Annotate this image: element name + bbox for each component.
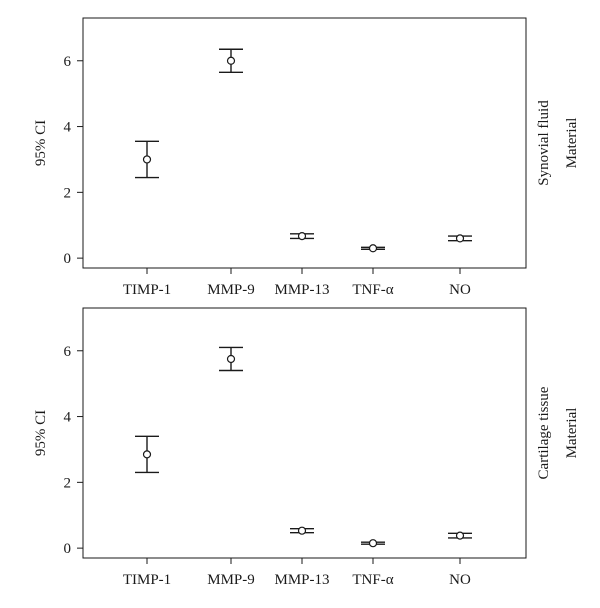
ci-marks (135, 48, 472, 253)
x-tick-label: TIMP-1 (123, 572, 171, 588)
mean-point (142, 450, 152, 459)
x-tick-label: MMP-13 (274, 572, 329, 588)
ci-interval (361, 244, 385, 253)
y-tick-label: 0 (64, 541, 72, 557)
facet-label-primary: Synovial fluid (536, 100, 552, 186)
y-tick-label: 4 (64, 410, 72, 426)
mean-point (455, 234, 465, 243)
y-axis-ticks: 0 2 4 6 (64, 344, 83, 557)
y-axis-title: 95% CI (33, 120, 49, 166)
x-tick-label: MMP-9 (207, 572, 255, 588)
mean-point (297, 526, 307, 535)
panel-frame (82, 17, 527, 269)
ci-interval (290, 526, 314, 535)
y-tick-label: 6 (64, 54, 72, 70)
x-tick-label: TNF-α (352, 572, 393, 588)
mean-point (226, 56, 236, 65)
mean-point (368, 539, 378, 548)
x-tick-label: NO (449, 282, 471, 298)
mean-point (226, 354, 236, 364)
mean-point (297, 231, 307, 241)
facet-label-secondary: Material (564, 408, 580, 459)
y-tick-label: 4 (64, 120, 72, 136)
ci-interval (219, 346, 243, 372)
mean-point (368, 244, 378, 253)
mean-point (455, 531, 465, 540)
ci-interval (219, 48, 243, 73)
x-tick-label: MMP-9 (207, 282, 255, 298)
ci-interval (135, 435, 159, 474)
x-tick-label: TNF-α (352, 282, 393, 298)
facet-label-primary: Cartilage tissue (536, 386, 552, 479)
ci-interval (135, 140, 159, 179)
ci-interval (290, 231, 314, 241)
ci-marks (135, 346, 472, 548)
panel-cartilage-tissue: 95% CI Cartilage tissue Material 0 2 4 6 TI… (33, 307, 580, 588)
x-axis-ticks: TIMP-1 MMP-9 MMP-13 TNF-α NO (123, 268, 471, 298)
mean-point (142, 155, 152, 164)
x-tick-label: NO (449, 572, 471, 588)
facet-label-secondary: Material (564, 118, 580, 169)
y-axis-title: 95% CI (33, 410, 49, 456)
ci-interval (361, 539, 385, 548)
panel-frame (82, 307, 527, 559)
panel-synovial-fluid: 95% CI Synovial fluid Material 0 2 4 6 TIMP… (33, 17, 580, 298)
x-axis-ticks: TIMP-1 MMP-9 MMP-13 TNF-α NO (123, 558, 471, 588)
y-tick-label: 2 (64, 185, 72, 201)
ci-interval (448, 531, 472, 540)
x-tick-label: MMP-13 (274, 282, 329, 298)
y-tick-label: 2 (64, 475, 72, 491)
x-tick-label: TIMP-1 (123, 282, 171, 298)
ci-interval (448, 234, 472, 243)
y-tick-label: 0 (64, 251, 72, 267)
y-tick-label: 6 (64, 344, 72, 360)
y-axis-ticks: 0 2 4 6 (64, 54, 83, 267)
